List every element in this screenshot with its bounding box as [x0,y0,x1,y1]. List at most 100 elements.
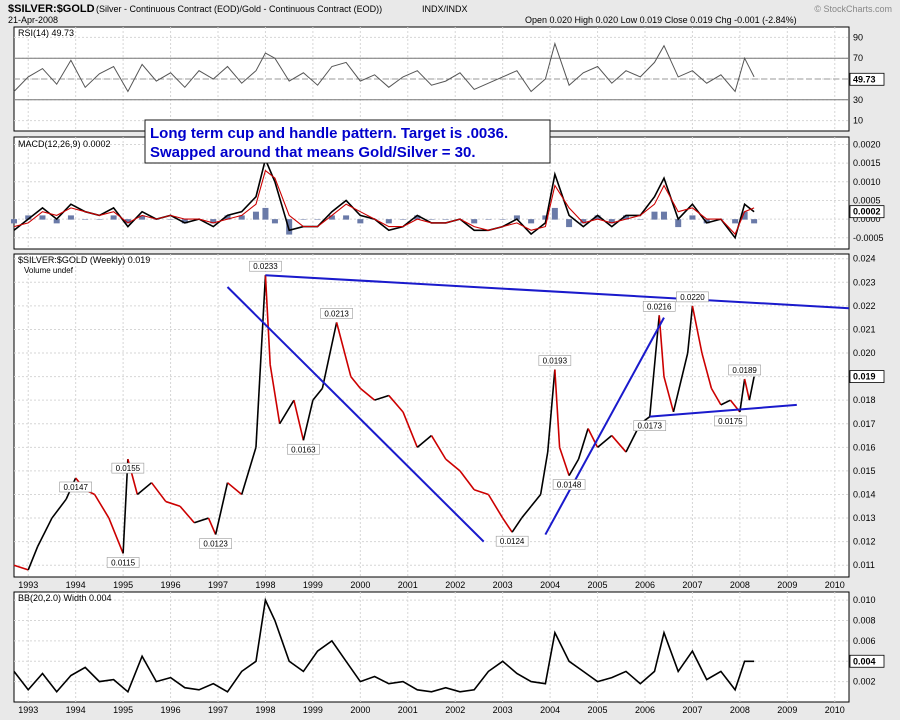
macd-histogram-bar [703,219,710,224]
macd-histogram-bar [11,219,17,224]
macd-histogram-bar [238,215,245,220]
price-subtitle: Volume undef [24,266,74,275]
y-tick-label: 0.024 [853,254,876,264]
price-segment [539,451,549,495]
price-segment [459,470,475,491]
x-tick-label: 2006 [635,580,655,590]
price-segment [312,387,324,401]
trendline [544,317,665,536]
rsi-line [13,41,755,93]
macd-histogram-bar [25,215,32,220]
price-label: 0.0115 [111,558,135,567]
trendline [226,286,485,543]
x-tick-label: 2000 [350,705,370,715]
price-label-box [642,300,676,312]
x-tick-label: 1996 [161,705,181,715]
chart-exchange: INDX/INDX [422,4,468,14]
price-label-box [714,415,747,427]
x-tick-label: 2003 [493,705,513,715]
price-label: 0.0147 [63,483,88,492]
price-label: 0.0124 [500,537,525,546]
price-segment [165,500,181,508]
y-tick-label: 30 [853,95,863,105]
chart-watermark: © StockCharts.com [814,4,892,14]
price-segment [51,498,67,519]
price-segment [473,489,489,496]
price-segment [402,411,419,448]
bbwidth-title: BB(20,2.0) Width 0.004 [18,593,112,603]
last-value-label: 0.004 [853,656,876,666]
macd-histogram-bar [741,211,748,220]
price-segment [214,482,229,535]
macd-histogram-bar [300,219,307,220]
x-tick-label: 1995 [113,580,133,590]
macd-histogram-bar [67,215,74,220]
annotation-line-2: Swapped around that means Gold/Silver = … [150,144,476,161]
y-tick-label: 0.0005 [853,195,881,205]
y-tick-label: 0.022 [853,301,876,311]
macd-histogram-bar [580,219,587,224]
price-segment [663,376,675,413]
price-segment [13,564,29,571]
rsi-title: RSI(14) 49.73 [18,28,74,38]
macd-histogram-bar [608,219,615,224]
price-label: 0.0189 [732,366,757,375]
y-tick-label: 0.014 [853,489,876,499]
price-label-box [106,557,140,568]
price-label-box [728,364,761,376]
price-segment [743,378,751,401]
price-label: 0.0123 [203,540,228,549]
x-tick-label: 2007 [682,580,702,590]
macd-histogram-bar [210,219,217,224]
macd-histogram-bar [428,219,435,220]
macd-histogram-bar [271,219,278,224]
macd-histogram-bar [82,219,89,220]
chart-description: (Silver - Continuous Contract (EOD)/Gold… [96,4,382,14]
price-segment [587,428,599,448]
price-label-box [633,420,667,431]
x-tick-label: 1999 [303,705,323,715]
macd-histogram-bar [262,207,269,220]
y-tick-label: 0.010 [853,595,876,605]
y-tick-label: 10 [853,116,863,126]
price-title: $SILVER:$GOLD (Weekly) 0.019 [18,255,150,265]
macd-histogram-bar [357,219,364,224]
price-segment [335,322,352,377]
y-tick-label: -0.0005 [853,233,884,243]
price-label: 0.0233 [253,262,278,271]
y-tick-label: 0.0015 [853,158,881,168]
price-label-box [552,479,586,490]
chart-symbol: $SILVER:$GOLD [8,3,95,15]
price-segment [302,399,314,441]
price-segment [648,315,661,417]
x-tick-label: 2002 [445,705,465,715]
x-tick-label: 2010 [825,580,845,590]
price-segment [226,482,243,496]
macd-histogram-bar [651,211,658,220]
price-segment [691,305,703,354]
price-segment [672,352,689,413]
series-layer [11,41,758,694]
trendline-layer [226,274,850,543]
y-tick-label: 0.015 [853,466,876,476]
x-tick-label: 1993 [18,705,38,715]
price-label-box [538,355,572,366]
y-tick-label: 0.006 [853,636,876,646]
price-label: 0.0155 [116,464,141,473]
price-segment [359,387,376,401]
x-tick-label: 1998 [255,580,275,590]
price-segment [511,517,523,533]
x-tick-label: 2005 [588,580,608,590]
x-tick-label: 1996 [161,580,181,590]
price-label: 0.0220 [680,293,705,302]
price-segment [122,459,129,554]
x-tick-label: 2004 [540,705,560,715]
price-segment [701,352,713,389]
price-segment [710,387,722,406]
x-tick-label: 1997 [208,580,228,590]
macd-histogram-bar [400,219,407,220]
y-tick-label: 0.002 [853,677,876,687]
y-tick-label: 0.008 [853,616,876,626]
price-label: 0.0175 [718,417,743,426]
